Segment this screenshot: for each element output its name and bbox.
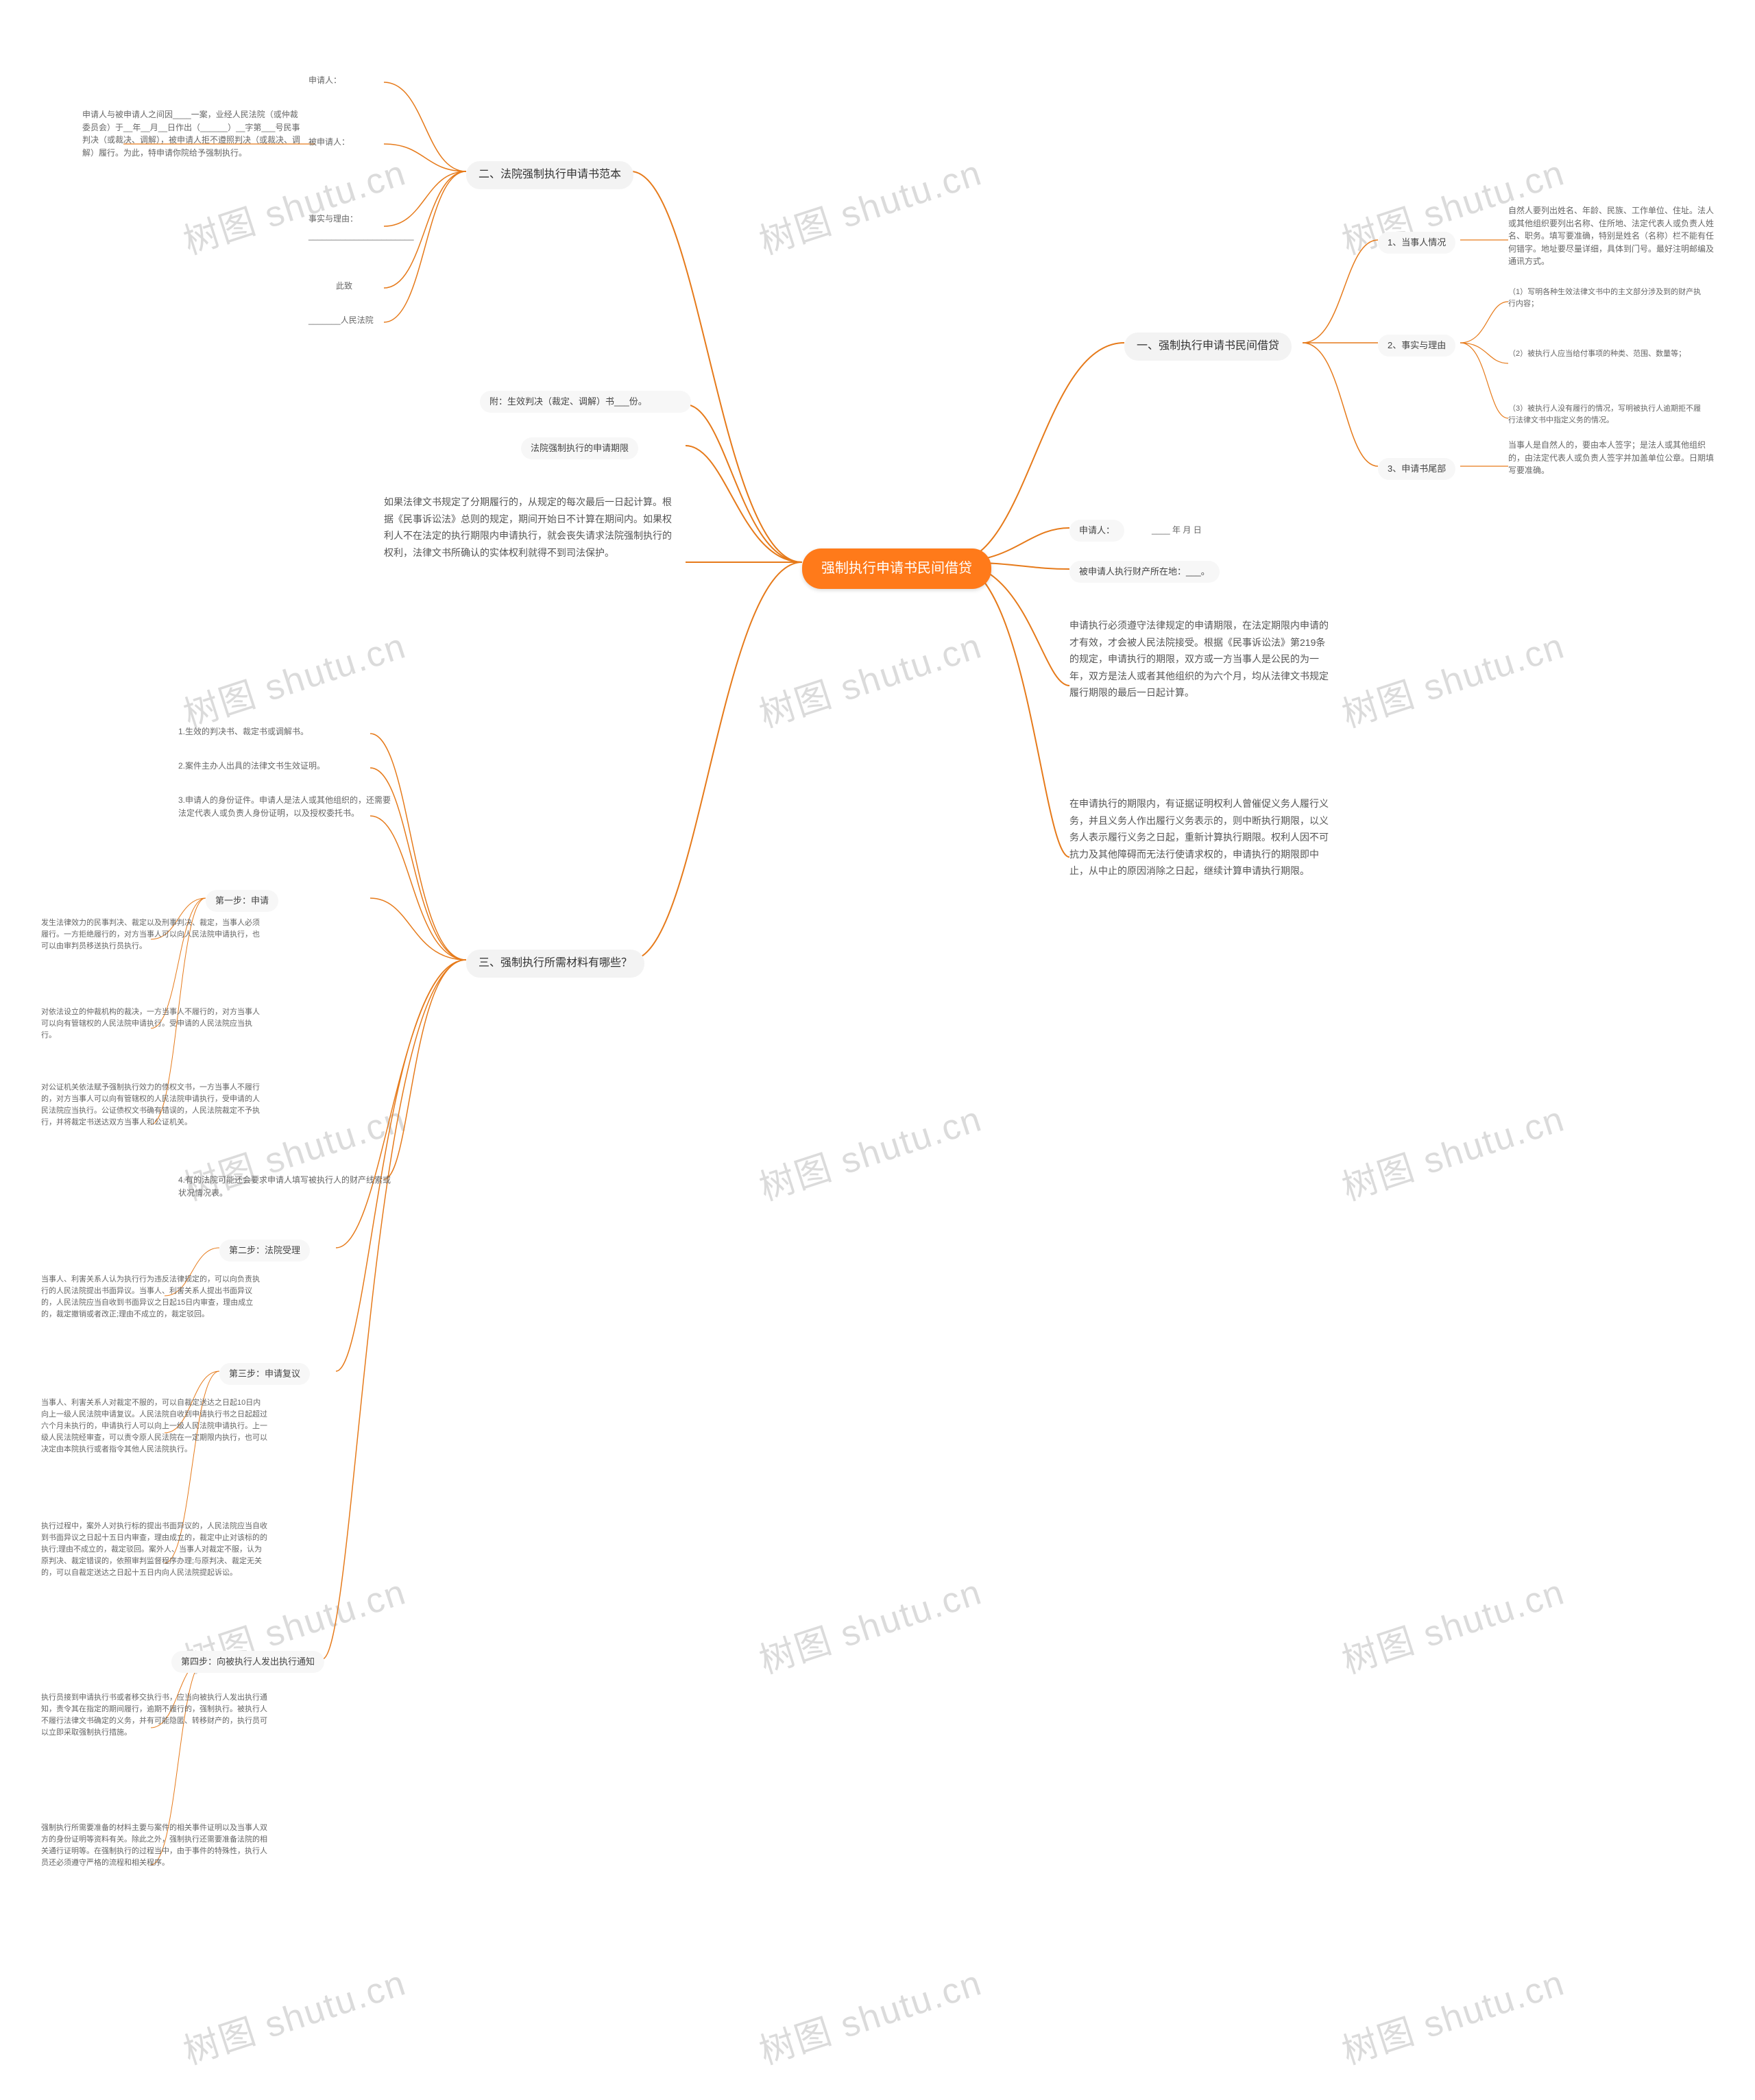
edge-layer xyxy=(0,0,1755,2100)
branch-3[interactable]: 三、强制执行所需材料有哪些？ xyxy=(466,950,644,978)
branch-1[interactable]: 一、强制执行申请书民间借贷 xyxy=(1124,333,1292,361)
branch-3-label: 三、强制执行所需材料有哪些？ xyxy=(479,957,632,969)
b3-step1-p2: 对依法设立的仲裁机构的裁决，一方当事人不履行的，对方当事人可以向有管辖权的人民法… xyxy=(41,1006,261,1041)
b3-step2-label: 第二步：法院受理 xyxy=(229,1245,300,1255)
b3-step3-label: 第三步：申请复议 xyxy=(229,1368,300,1379)
applicant-value: ____ 年 月 日 xyxy=(1152,524,1202,537)
b3-step2[interactable]: 第二步：法院受理 xyxy=(219,1240,310,1262)
right-para1: 申请执行必须遵守法律规定的申请期限，在法定期限内申请的才有效，才会被人民法院接受… xyxy=(1069,617,1330,701)
b3-step4-p1: 执行员接到申请执行书或者移交执行书，应当向被执行人发出执行通知，责令其在指定的期… xyxy=(41,1692,267,1739)
b3-step3-p1: 当事人、利害关系人对裁定不服的，可以自裁定送达之日起10日内向上一级人民法院申请… xyxy=(41,1397,267,1456)
b1-n3-label: 3、申请书尾部 xyxy=(1388,463,1446,474)
b2-respondent: 被申请人： xyxy=(308,136,350,149)
center-label: 强制执行申请书民间借贷 xyxy=(821,561,972,576)
b2-cizhi: 此致 xyxy=(336,280,352,293)
b2-facts-label: 事实与理由： xyxy=(308,213,358,226)
b3-m4: 4.有的法院可能还会要求申请人填写被执行人的财产线索或状况情况表。 xyxy=(178,1174,391,1199)
branch-1-label: 一、强制执行申请书民间借贷 xyxy=(1137,340,1279,352)
b3-step1-label: 第一步：申请 xyxy=(215,895,269,906)
b3-m2: 2.案件主办人出具的法律文书生效证明。 xyxy=(178,760,370,773)
limit-label: 法院强制执行的申请期限 xyxy=(531,443,629,453)
limit-para: 如果法律文书规定了分期履行的，从规定的每次最后一日起计算。根据《民事诉讼法》总则… xyxy=(384,494,672,561)
b1-n2-d1: （1）写明各种生效法律文书中的主文部分涉及到的财产执行内容； xyxy=(1508,287,1707,310)
b1-n2-d2: （2）被执行人应当给付事项的种类、范围、数量等； xyxy=(1508,348,1707,360)
b3-step4-label: 第四步：向被执行人发出执行通知 xyxy=(181,1656,315,1667)
applicant-label[interactable]: 申请人： xyxy=(1069,520,1124,542)
b1-n2-d3: （3）被执行人没有履行的情况，写明被执行人逾期拒不履行法律文书中指定义务的情况。 xyxy=(1508,403,1707,426)
b1-n1-detail: 自然人要列出姓名、年龄、民族、工作单位、住址。法人或其他组织要列出名称、住所地、… xyxy=(1508,204,1714,268)
center-topic[interactable]: 强制执行申请书民间借贷 xyxy=(802,548,991,589)
b3-step1-p1: 发生法律效力的民事判决、裁定以及刑事判决、裁定，当事人必须履行。一方拒绝履行的，… xyxy=(41,917,261,952)
attach-node[interactable]: 附：生效判决（裁定、调解）书___份。 xyxy=(480,391,691,413)
b1-n3[interactable]: 3、申请书尾部 xyxy=(1378,458,1455,480)
b3-step4-p2: 强制执行所需要准备的材料主要与案件的相关事件证明以及当事人双方的身份证明等资料有… xyxy=(41,1822,267,1869)
b3-m1: 1.生效的判决书、裁定书或调解书。 xyxy=(178,725,370,738)
branch-2-label: 二、法院强制执行申请书范本 xyxy=(479,169,621,180)
property-loc-text: 被申请人执行财产所在地：___。 xyxy=(1079,566,1210,577)
b1-n2[interactable]: 2、事实与理由 xyxy=(1378,335,1455,357)
b2-applicant: 申请人： xyxy=(308,74,341,87)
attach-text: 附：生效判决（裁定、调解）书___份。 xyxy=(489,396,647,407)
b1-n2-label: 2、事实与理由 xyxy=(1388,340,1446,350)
right-para2: 在申请执行的期限内，有证据证明权利人曾催促义务人履行义务，并且义务人作出履行义务… xyxy=(1069,795,1330,880)
b2-body: 申请人与被申请人之间因____一案，业经人民法院（或仲裁委员会）于__年__月_… xyxy=(82,108,302,159)
b3-step3-p2: 执行过程中，案外人对执行标的提出书面异议的，人民法院应当自收到书面异议之日起十五… xyxy=(41,1521,267,1579)
limit-label-node[interactable]: 法院强制执行的申请期限 xyxy=(521,437,638,459)
b2-court: _______人民法院 xyxy=(308,314,374,327)
b3-step2-p1: 当事人、利害关系人认为执行行为违反法律规定的，可以向负责执行的人民法院提出书面异… xyxy=(41,1274,261,1320)
applicant-label-text: 申请人： xyxy=(1079,525,1115,535)
b3-step1-p3: 对公证机关依法赋予强制执行效力的债权文书，一方当事人不履行的，对方当事人可以向有… xyxy=(41,1082,261,1129)
b3-m3: 3.申请人的身份证件。申请人是法人或其他组织的，还需要法定代表人或负责人身份证明… xyxy=(178,794,391,819)
b1-n3-detail: 当事人是自然人的，要由本人签字；是法人或其他组织的，由法定代表人或负责人签字并加… xyxy=(1508,439,1714,477)
b3-step3[interactable]: 第三步：申请复议 xyxy=(219,1363,310,1385)
property-loc[interactable]: 被申请人执行财产所在地：___。 xyxy=(1069,561,1220,583)
b1-n1-label: 1、当事人情况 xyxy=(1388,237,1446,248)
b2-facts: _______________________ xyxy=(308,230,414,243)
b3-step4[interactable]: 第四步：向被执行人发出执行通知 xyxy=(171,1651,324,1673)
b3-step1[interactable]: 第一步：申请 xyxy=(206,890,278,912)
branch-2[interactable]: 二、法院强制执行申请书范本 xyxy=(466,161,633,189)
b1-n1[interactable]: 1、当事人情况 xyxy=(1378,232,1455,254)
